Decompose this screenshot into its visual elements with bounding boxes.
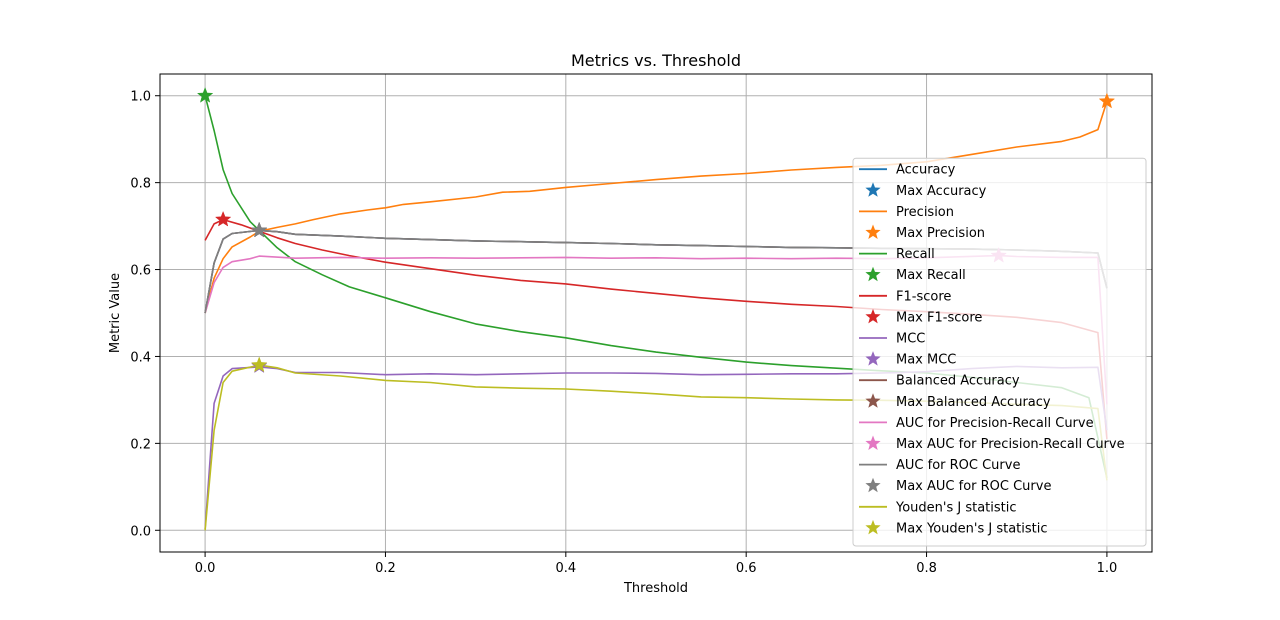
legend-entry-label: Accuracy [896,163,956,178]
x-tick-label: 0.0 [195,561,216,576]
legend-star-swatch [865,519,881,535]
legend-entry-label: Max Balanced Accuracy [896,395,1051,410]
y-tick-label: 0.0 [130,524,151,539]
plot-frame [159,73,1153,553]
legend-entry-label: AUC for ROC Curve [896,458,1020,473]
legend-box [852,157,1147,547]
x-axis-label: Threshold [623,581,688,596]
y-axis-label: Metric Value [108,273,123,353]
legend-star-swatch [865,182,881,197]
max-marker-1 [1098,92,1116,109]
legend-star-swatch [865,477,881,493]
legend-star-swatch [865,393,881,408]
legend-entry-label: Max MCC [896,353,956,368]
legend-entry-label: Youden's J statistic [895,500,1017,515]
y-tick-label: 0.2 [130,437,151,452]
legend-entry-label: Recall [896,247,935,262]
legend-entry-label: Max AUC for ROC Curve [896,479,1051,494]
chart-title: Metrics vs. Threshold [571,51,741,70]
max-marker-8 [250,356,268,373]
x-tick-label: 0.6 [736,561,757,576]
legend-entry-label: F1-score [896,289,951,304]
legend-entry-label: Max AUC for Precision-Recall Curve [896,437,1125,452]
x-tick-label: 1.0 [1097,561,1118,576]
y-tick-label: 0.6 [130,264,151,279]
legend-star-swatch [865,308,881,324]
legend-star-swatch [865,351,881,366]
max-marker-2 [196,86,214,103]
legend: Accuracy Max Accuracy Precision Max Precisi… [852,157,1147,547]
max-marker-7 [250,221,268,238]
y-tick-label: 0.4 [130,350,151,365]
legend-entry-label: Max Recall [896,268,966,283]
legend-entry-label: Max F1-score [896,310,982,325]
legend-entry-label: AUC for Precision-Recall Curve [896,416,1094,431]
x-tick-label: 0.8 [916,561,937,576]
x-tick-label: 0.4 [555,561,576,576]
legend-star-swatch [865,224,881,239]
max-marker-3 [214,210,232,227]
legend-entry-label: MCC [896,332,925,347]
legend-entry-label: Precision [896,205,954,220]
y-tick-label: 1.0 [130,90,151,105]
axis-ticks: 0.0 0.2 0.4 0.6 0.8 1.0 0.0 0.2 0.4 0.6 0.8 1.0 [130,90,1117,576]
legend-star-swatch [865,435,881,450]
x-tick-label: 0.2 [375,561,396,576]
legend-entry-label: Balanced Accuracy [896,374,1020,389]
y-tick-label: 0.8 [130,177,151,192]
legend-entry-label: Max Accuracy [896,184,987,199]
legend-entry-label: Max Youden's J statistic [896,521,1048,536]
legend-star-swatch [865,266,881,282]
legend-entry-label: Max Precision [896,226,985,241]
